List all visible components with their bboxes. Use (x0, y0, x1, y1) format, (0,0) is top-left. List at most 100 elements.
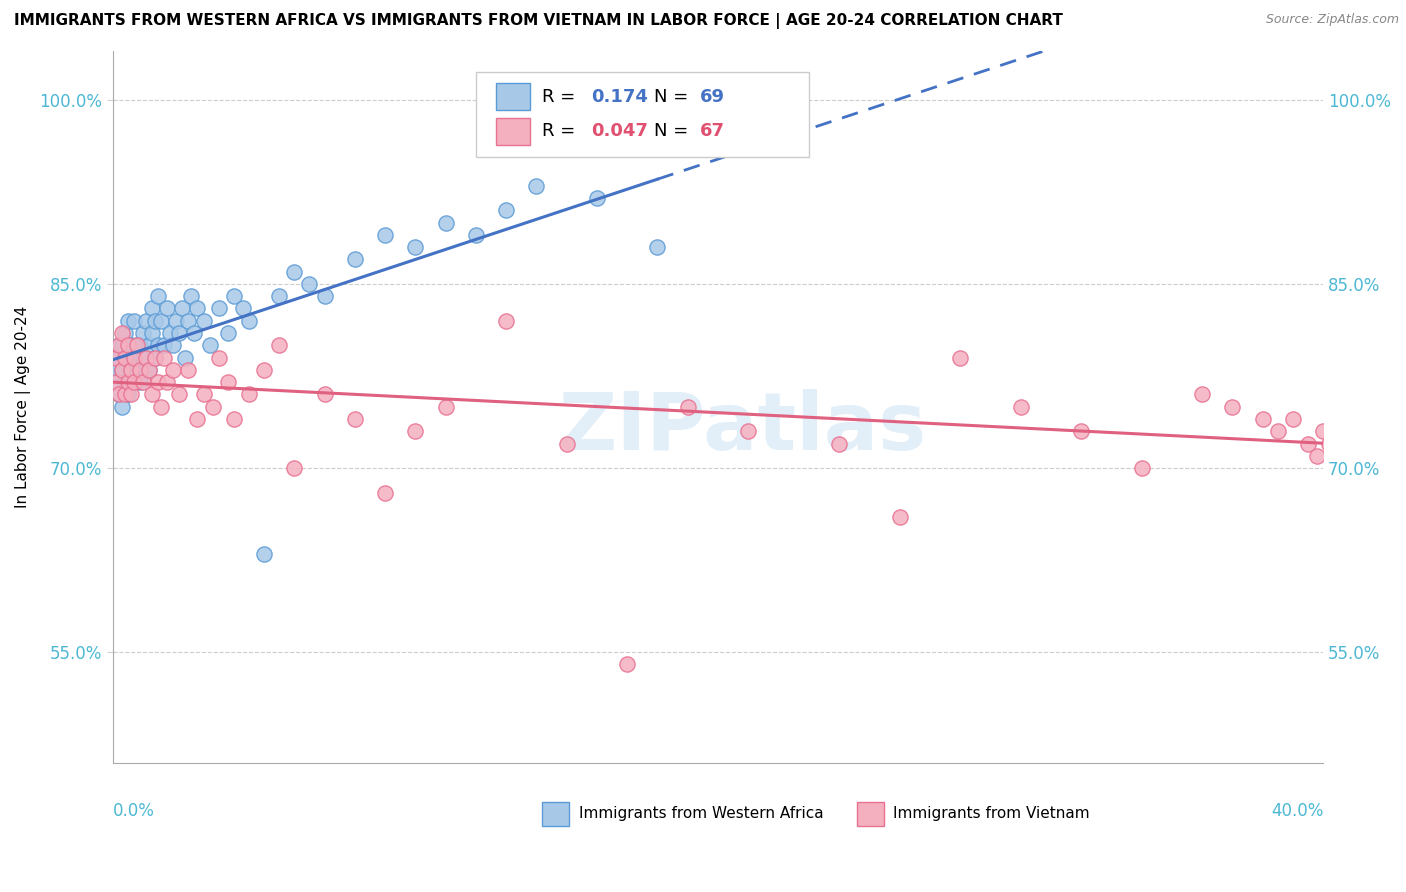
Point (141, 387, 163, 401)
Point (141, 326, 163, 340)
Point (129, 363, 152, 377)
Point (122, 351, 145, 365)
Point (464, 227, 486, 242)
Bar (543, 802, 569, 826)
Point (146, 338, 169, 352)
Point (208, 301, 231, 316)
Point (217, 375, 239, 389)
Point (125, 338, 148, 352)
Point (150, 314, 173, 328)
Point (1070, 424, 1092, 438)
Point (125, 338, 148, 352)
Point (404, 240, 426, 254)
Point (253, 547, 276, 561)
Point (253, 363, 276, 377)
Point (138, 363, 160, 377)
Point (107, 338, 129, 352)
Point (647, 240, 669, 254)
Point (524, 178, 547, 193)
Point (129, 375, 152, 389)
Point (132, 351, 155, 365)
Point (159, 326, 181, 340)
Point (889, 510, 911, 524)
Point (676, 400, 699, 414)
Point (111, 363, 134, 377)
Point (1336, 424, 1358, 438)
Point (314, 387, 336, 401)
Text: Immigrants from Vietnam: Immigrants from Vietnam (893, 806, 1090, 822)
Text: N =: N = (654, 122, 693, 140)
Point (122, 375, 145, 389)
Point (169, 387, 191, 401)
Point (495, 314, 517, 328)
Point (1357, 412, 1379, 426)
Point (314, 289, 336, 303)
Point (183, 326, 205, 340)
Point (162, 338, 184, 352)
Point (104, 351, 127, 365)
Point (146, 375, 169, 389)
Point (162, 363, 184, 377)
Point (135, 363, 157, 377)
Point (122, 351, 145, 365)
Point (434, 215, 457, 229)
Point (104, 375, 127, 389)
Point (114, 387, 136, 401)
Point (120, 363, 142, 377)
Point (150, 400, 173, 414)
Text: R =: R = (543, 88, 582, 106)
Text: R =: R = (543, 122, 582, 140)
Bar (496, 118, 530, 145)
Text: 0.0%: 0.0% (112, 802, 155, 820)
Text: 69: 69 (700, 88, 724, 106)
Point (120, 338, 142, 352)
Point (222, 412, 245, 426)
Point (111, 400, 134, 414)
Point (1312, 424, 1334, 438)
Point (138, 363, 160, 377)
Point (283, 265, 305, 279)
Point (107, 387, 129, 401)
Point (193, 314, 215, 328)
Point (122, 375, 145, 389)
Point (1306, 449, 1329, 463)
Point (186, 301, 208, 316)
Point (165, 314, 187, 328)
Point (828, 436, 851, 450)
Point (586, 191, 609, 205)
Point (111, 363, 134, 377)
Point (343, 412, 366, 426)
Point (117, 314, 139, 328)
Point (1130, 461, 1153, 475)
Point (238, 314, 260, 328)
Point (269, 338, 291, 352)
Point (132, 375, 155, 389)
Text: Immigrants from Western Africa: Immigrants from Western Africa (579, 806, 824, 822)
Point (114, 375, 136, 389)
Point (107, 387, 129, 401)
Point (222, 289, 245, 303)
Point (434, 400, 457, 414)
Point (174, 351, 197, 365)
Text: ZIPatlas: ZIPatlas (558, 389, 927, 467)
Point (177, 314, 200, 328)
Point (111, 326, 134, 340)
Point (1282, 412, 1305, 426)
Point (1343, 436, 1365, 450)
Point (1191, 387, 1213, 401)
Point (146, 289, 169, 303)
Point (107, 351, 129, 365)
Point (125, 363, 148, 377)
Point (374, 485, 396, 500)
Text: N =: N = (654, 88, 693, 106)
Point (177, 363, 200, 377)
Bar (858, 802, 884, 826)
Point (141, 301, 163, 316)
Point (198, 338, 221, 352)
Point (1267, 424, 1289, 438)
Y-axis label: In Labor Force | Age 20-24: In Labor Force | Age 20-24 (15, 306, 31, 508)
Point (120, 363, 142, 377)
Point (104, 363, 127, 377)
Point (114, 326, 136, 340)
Point (201, 400, 224, 414)
